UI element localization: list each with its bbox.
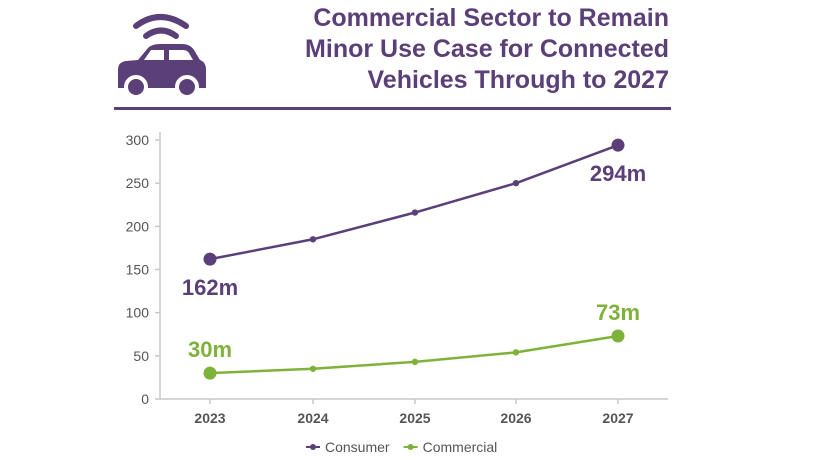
x-tick-label: 2024 [297, 410, 328, 426]
consumer-series-line [209, 144, 619, 261]
commercial-data-label: 73m [596, 300, 640, 325]
consumer-data-point [411, 209, 419, 216]
legend-consumer-label: Consumer [325, 439, 390, 455]
commercial-data-point [512, 349, 520, 356]
consumer-data-label: 162m [182, 275, 238, 300]
consumer-data-point [611, 138, 625, 152]
commercial-data-point [203, 366, 217, 380]
legend-commercial-label: Commercial [423, 439, 498, 455]
x-tick-label: 2023 [194, 410, 225, 426]
commercial-series-line [209, 334, 619, 375]
commercial-data-label: 30m [188, 337, 232, 362]
legend-commercial-marker [407, 444, 414, 450]
y-tick-label: 200 [126, 218, 150, 234]
y-tick-label: 100 [126, 305, 150, 321]
title-line-3: Vehicles Through to 2027 [367, 66, 669, 94]
header-divider [114, 107, 671, 110]
consumer-data-point [512, 179, 520, 187]
commercial-data-point [309, 365, 317, 372]
connected-car-icon [118, 14, 206, 96]
x-tick-label: 2025 [399, 410, 430, 426]
y-tick-label: 300 [126, 132, 150, 148]
commercial-data-point [411, 358, 419, 366]
legend-consumer-marker [310, 444, 316, 450]
title-line-2: Minor Use Case for Connected [305, 35, 669, 63]
consumer-data-point [309, 236, 317, 243]
y-tick-label: 150 [126, 262, 150, 278]
chart-title: Commercial Sector to Remain Minor Use Ca… [209, 3, 669, 96]
y-tick-label: 50 [133, 348, 149, 364]
consumer-data-point [203, 252, 217, 266]
title-line-1: Commercial Sector to Remain [313, 4, 669, 32]
y-tick-label: 250 [126, 175, 150, 191]
y-tick-label: 0 [141, 391, 149, 407]
x-tick-label: 2027 [602, 410, 633, 426]
consumer-data-label: 294m [590, 161, 646, 186]
commercial-data-point [611, 329, 625, 343]
x-tick-label: 2026 [500, 410, 531, 426]
